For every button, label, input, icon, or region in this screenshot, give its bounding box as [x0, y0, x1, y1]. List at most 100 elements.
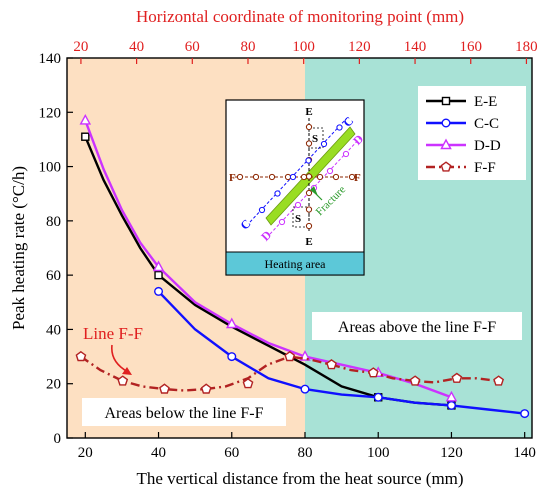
inset-label-e-top: E — [305, 106, 312, 118]
callout-line-ff: Line F-F — [83, 324, 143, 343]
inset-label-f-right: F — [354, 172, 361, 184]
line-c-c — [249, 117, 348, 223]
legend-label-d-d: D-D — [474, 138, 501, 154]
data-point-f-f — [75, 350, 87, 362]
data-point-d-d — [445, 390, 458, 402]
below-label-box — [82, 398, 286, 426]
inset-point-f — [332, 173, 340, 181]
series-line-c-c — [157, 290, 525, 415]
plot-frame — [66, 57, 533, 439]
x-tick-label: 40 — [151, 445, 166, 461]
inset-point-e — [305, 222, 313, 230]
inset-point-c — [289, 173, 297, 181]
inset-label-e-bottom: E — [305, 236, 312, 248]
legend-label-e-e: E-E — [474, 94, 497, 110]
below-region-label: Areas below the line F-F — [104, 405, 263, 422]
x2-tick-label: 180 — [515, 39, 538, 55]
inset-point-e — [305, 140, 313, 147]
above-region-label: Areas above the line F-F — [338, 319, 496, 336]
inset-point-e — [305, 206, 313, 213]
x2-tick-label: 20 — [73, 39, 88, 55]
data-point-f-f — [493, 375, 505, 386]
y-tick-label: 40 — [46, 322, 61, 338]
inset-point-e — [305, 123, 313, 131]
x-tick-label: 140 — [513, 445, 536, 461]
inset-schematic: Heating area E E F F C C D D S S Fractur… — [225, 99, 366, 276]
legend-marker-d-d — [440, 138, 452, 150]
data-point-e-e — [154, 270, 163, 280]
inset-label-s-top: S — [312, 133, 318, 145]
inset-monitor-points — [236, 123, 356, 230]
x-axis-top: 20 40 60 80 100 120 140 160 180 — [73, 39, 538, 64]
data-point-d-d — [152, 260, 165, 272]
y-tick-label: 80 — [46, 214, 61, 230]
x-axis-title: The vertical distance from the heat sour… — [136, 469, 463, 488]
y-tick-label: 20 — [46, 377, 61, 393]
inset-point-d — [342, 150, 350, 158]
inset-point-c — [258, 206, 266, 214]
data-point-c-c — [520, 409, 530, 419]
series-layer — [75, 113, 530, 419]
inset-point-c — [305, 157, 312, 164]
x-tick-label: 120 — [440, 445, 463, 461]
data-point-c-c — [154, 286, 164, 296]
inset-point-f — [316, 173, 324, 181]
x2-tick-label: 80 — [240, 39, 255, 55]
data-point-d-d — [225, 317, 238, 329]
heating-area-label: Heating area — [265, 257, 327, 271]
callout-arrowhead — [122, 367, 132, 375]
inset-point-f — [252, 173, 260, 181]
x-tick-label: 100 — [367, 445, 390, 461]
s-box-bottom — [292, 206, 310, 228]
s-box-top — [308, 127, 324, 149]
data-point-f-f — [326, 359, 337, 370]
inset-point-f — [236, 173, 244, 181]
x2-tick-label: 160 — [459, 39, 482, 55]
x2-axis-title: Horizontal coordinate of monitoring poin… — [136, 7, 464, 26]
data-point-c-c — [373, 392, 383, 402]
x2-tick-label: 100 — [292, 39, 315, 55]
x-tick-label: 80 — [297, 445, 312, 461]
inset-point-e — [305, 189, 313, 197]
y-axis-left: 0 20 40 60 80 100 120 140 — [39, 51, 73, 447]
y-tick-label: 100 — [39, 160, 62, 176]
x-axis-bottom: 20 40 60 80 100 120 140 — [78, 432, 536, 461]
legend-label-c-c: C-C — [474, 116, 499, 132]
inset-label-f-left: F — [229, 172, 236, 184]
inset-point-e — [305, 173, 313, 180]
data-point-d-d — [79, 113, 92, 125]
legend: E-E C-C D-D F-F — [418, 86, 526, 180]
y-tick-label: 0 — [54, 431, 62, 447]
data-point-c-c — [446, 400, 456, 410]
data-point-f-f — [451, 372, 463, 383]
y-axis-title: Peak heating rate (°C/h) — [9, 166, 28, 330]
x2-tick-label: 120 — [348, 39, 371, 55]
fracture-arrow-line — [312, 190, 323, 201]
inset-point-f — [268, 173, 276, 181]
inset-point-c — [320, 140, 328, 148]
data-point-f-f — [117, 375, 129, 386]
inset-point-c — [274, 190, 281, 197]
x2-tick-label: 140 — [404, 39, 427, 55]
inset-point-d — [326, 167, 334, 175]
legend-marker-f-f — [440, 161, 452, 172]
legend-marker-e-e — [441, 96, 451, 106]
inset-point-f — [300, 173, 308, 181]
x2-tick-label: 40 — [129, 39, 144, 55]
data-point-f-f — [242, 378, 254, 389]
y-tick-label: 120 — [39, 105, 62, 121]
heating-area — [225, 251, 365, 276]
data-point-f-f — [367, 367, 379, 378]
legend-label-f-f: F-F — [474, 160, 496, 176]
inset-label-s-bottom: S — [295, 213, 301, 225]
legend-marker-c-c — [441, 118, 451, 128]
y-tick-label: 140 — [39, 51, 62, 67]
data-point-f-f — [284, 350, 296, 362]
inset-point-f — [348, 173, 356, 181]
data-point-f-f — [409, 375, 421, 386]
x-tick-label: 20 — [78, 445, 93, 461]
y-tick-label: 60 — [46, 268, 61, 284]
data-point-f-f — [200, 383, 212, 394]
data-point-c-c — [300, 384, 310, 394]
